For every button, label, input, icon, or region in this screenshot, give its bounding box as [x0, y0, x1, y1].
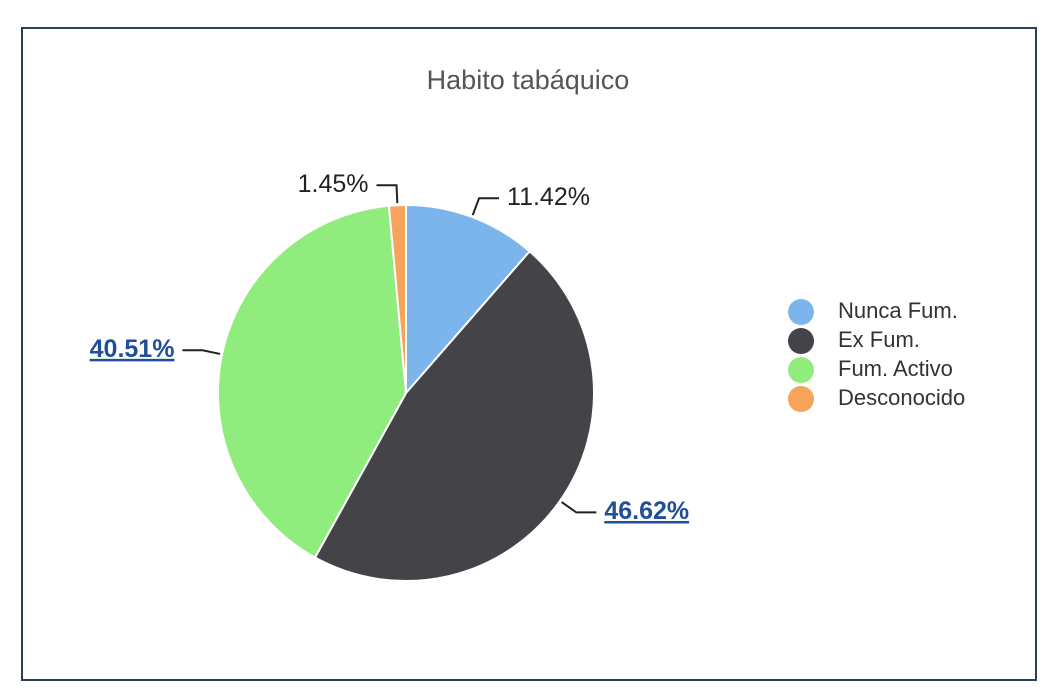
data-label: 11.42% [507, 183, 590, 211]
data-label: 1.45% [298, 170, 369, 198]
label-connector [376, 184, 399, 204]
label-connector [182, 349, 221, 355]
label-connector [471, 197, 500, 216]
chart-title: Habito tabáquico [427, 65, 630, 95]
pie-slice [405, 203, 532, 396]
legend-text: Fum. Activo [838, 356, 953, 381]
data-label[interactable]: 40.51% [90, 335, 175, 363]
pie-slice [313, 249, 595, 582]
pie-slice [387, 203, 407, 394]
pie-slice [217, 204, 408, 559]
legend-marker [788, 328, 814, 354]
legend-text: Nunca Fum. [838, 298, 958, 323]
data-label[interactable]: 46.62% [604, 497, 689, 525]
legend-text: Desconocido [838, 385, 965, 410]
label-connector [561, 501, 597, 514]
legend-marker [788, 357, 814, 383]
legend-text: Ex Fum. [838, 327, 920, 352]
legend-marker [788, 386, 814, 412]
legend-marker [788, 299, 814, 325]
